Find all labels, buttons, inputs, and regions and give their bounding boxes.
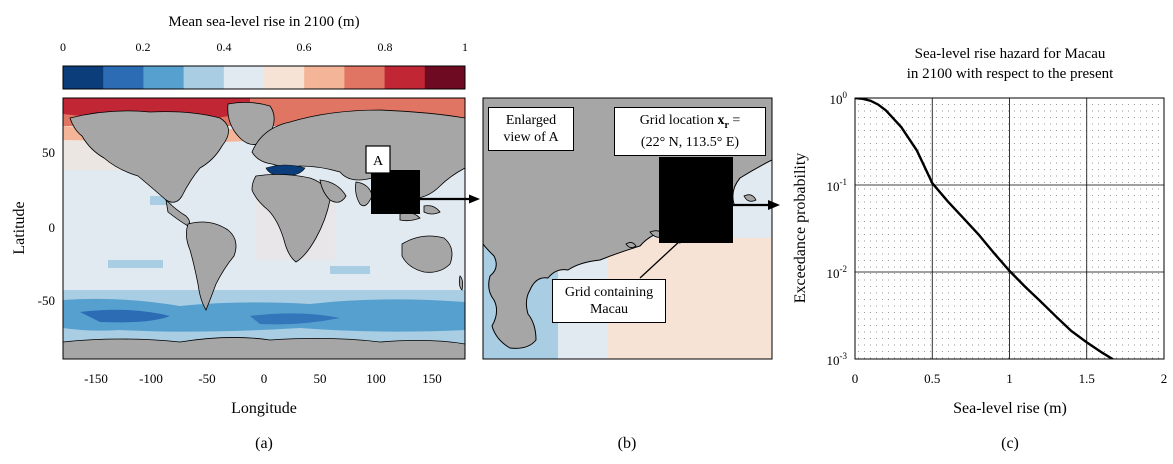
colorbar-cell: [63, 66, 104, 89]
colorbar-tick-0.2: 0.2: [136, 40, 151, 54]
chart-x-tick: 0: [852, 371, 859, 386]
map-x-tick: 50: [314, 371, 327, 386]
colorbar-cell: [223, 66, 265, 89]
chart-x-tick: 2: [1161, 371, 1168, 386]
chart-title-line1: Sea-level rise hazard for Macau: [915, 46, 1106, 62]
region-a-label: A: [373, 154, 384, 169]
map-y-label: Latitude: [11, 201, 28, 254]
map-x-tick: 100: [366, 371, 386, 386]
chart-y-tick: 10-2: [827, 264, 848, 281]
colorbar-cell: [264, 66, 305, 89]
colorbar-tick-0.8: 0.8: [378, 40, 393, 54]
map-y-tick: 0: [49, 220, 56, 235]
colorbar-cells: [63, 66, 466, 89]
chart-y-tick: 10-3: [827, 351, 848, 368]
grid-location-coordinates: (22° N, 113.5° E): [640, 134, 740, 150]
grid-pointer-line: [639, 239, 682, 279]
grid-cell-macau: [659, 157, 733, 243]
chart-x-tick: 0.5: [924, 371, 940, 386]
colorbar-cell: [183, 66, 225, 89]
region-a-marker: [371, 170, 420, 214]
enlarged-view-line2: view of A: [503, 130, 559, 145]
map-x-tick: -100: [139, 371, 163, 386]
colorbar-tick-0.4: 0.4: [217, 40, 232, 54]
colorbar-tick-0.6: 0.6: [297, 40, 312, 54]
chart-y-ticks: 100 10-1 10-2 10-3: [827, 90, 848, 368]
chart-x-tick: 1.5: [1079, 371, 1095, 386]
arrow-a-to-b: [420, 194, 480, 204]
enlarged-view-label: Enlarged view of A: [488, 107, 574, 151]
colorbar-cell: [344, 66, 386, 89]
chart-x-label: Sea-level rise (m): [953, 400, 1067, 417]
map-y-tick: -50: [38, 293, 55, 308]
arrow-b-to-c: [733, 200, 780, 210]
caption-a: (a): [255, 435, 273, 452]
colorbar-cell: [103, 66, 144, 89]
grid-containing-label: Grid containing Macau: [552, 279, 666, 323]
colorbar-cell: [424, 66, 466, 89]
grid-containing-line1: Grid containing: [564, 285, 654, 300]
colorbar-title: Mean sea-level rise in 2100 (m): [168, 14, 359, 30]
world-map: [63, 98, 465, 359]
colorbar-tick-1: 1: [462, 40, 468, 54]
chart-y-tick: 10-1: [827, 177, 848, 194]
colorbar: Mean sea-level rise in 2100 (m) 0 0.2 0.…: [60, 14, 468, 90]
grid-location-label: Grid location xr = (22° N, 113.5° E): [614, 107, 766, 156]
map-x-axis: -150 -100 -50 0 50 100 150 Longitude: [84, 371, 442, 417]
chart-x-tick: 1: [1006, 371, 1013, 386]
map-x-tick: -50: [198, 371, 215, 386]
colorbar-tick-0: 0: [60, 40, 66, 54]
exceedance-curve: [855, 98, 1115, 359]
colorbar-cell: [304, 66, 345, 89]
colorbar-cell: [384, 66, 426, 89]
colorbar-cell: [143, 66, 185, 89]
map-x-tick: 150: [422, 371, 442, 386]
grid-containing-line2: Macau: [589, 302, 629, 317]
chart-x-ticks: 0 0.5 1 1.5 2: [852, 371, 1168, 386]
enlarged-view-line1: Enlarged: [505, 113, 557, 128]
caption-c: (c): [1001, 435, 1019, 452]
chart-y-label: Exceedance probability: [792, 153, 809, 304]
map-x-label: Longitude: [231, 400, 297, 417]
chart-title-line2: in 2100 with respect to the present: [907, 66, 1114, 82]
map-x-tick: -150: [84, 371, 108, 386]
grid-location-line1: Grid location xr =: [639, 113, 741, 131]
map-y-axis: 50 0 -50 Latitude: [11, 145, 55, 308]
hazard-chart: Sea-level rise hazard for Macau in 2100 …: [792, 46, 1167, 417]
chart-y-tick: 100: [830, 90, 848, 107]
map-x-tick: 0: [261, 371, 268, 386]
map-y-tick: 50: [42, 145, 55, 160]
caption-b: (b): [618, 435, 637, 452]
